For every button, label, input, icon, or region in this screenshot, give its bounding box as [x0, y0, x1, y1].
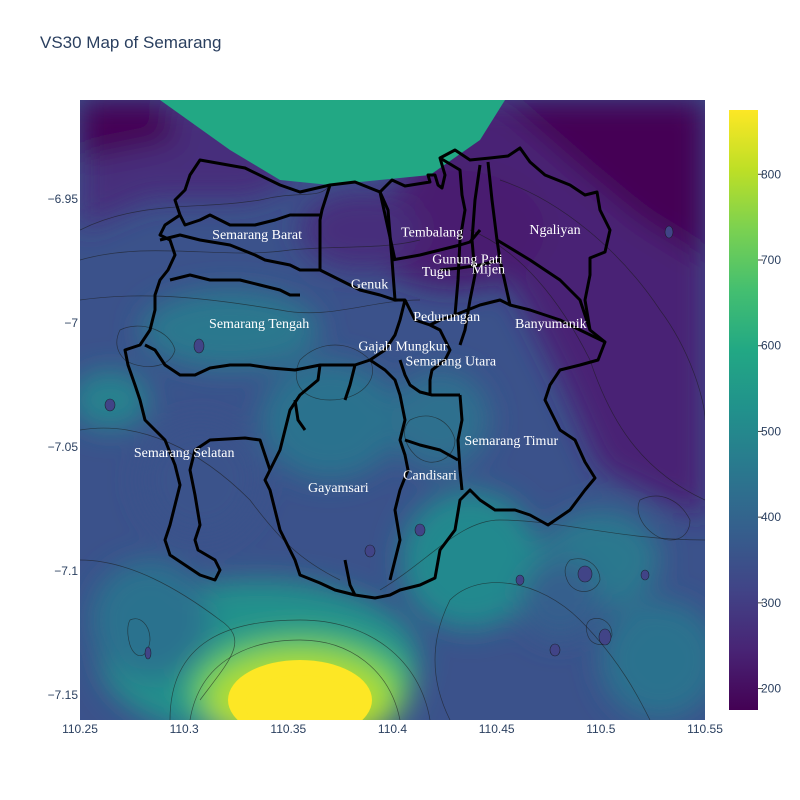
district-label: Semarang Selatan	[134, 446, 235, 461]
x-tick-label: 110.45	[479, 722, 515, 736]
district-label: Candisari	[403, 468, 457, 483]
chart-title: VS30 Map of Semarang	[40, 33, 222, 52]
x-axis: 110.25 110.3 110.35 110.4 110.45 110.5 110.55	[62, 722, 723, 736]
colorbar-tick-label: 700	[761, 253, 781, 267]
colorbar-tick-label: 300	[761, 596, 781, 610]
district-label: Genuk	[351, 278, 388, 293]
y-tick-label: −7.1	[54, 564, 78, 578]
colorbar: 200 300 400 500 600 700 800	[729, 110, 781, 710]
district-label: Pedurungan	[413, 310, 480, 325]
district-label: Semarang Tengah	[209, 317, 309, 332]
colorbar-tick-label: 500	[761, 424, 781, 438]
district-label: Tembalang	[401, 225, 463, 240]
y-axis: −6.95 −7 −7.05 −7.1 −7.15	[48, 192, 79, 702]
colorbar-tick-label: 200	[761, 682, 781, 696]
x-tick-label: 110.4	[378, 722, 407, 736]
colorbar-tick-label: 400	[761, 510, 781, 524]
y-tick-label: −7.15	[48, 688, 79, 702]
district-label: Mijen	[472, 263, 505, 278]
y-tick-label: −7	[64, 316, 78, 330]
contour-field	[80, 100, 705, 720]
district-label: Gayamsari	[308, 481, 369, 496]
district-label: Semarang Timur	[464, 434, 558, 449]
district-label: Tugu	[422, 265, 451, 280]
x-tick-label: 110.55	[687, 722, 723, 736]
district-label: Ngaliyan	[529, 223, 580, 238]
colorbar-tick-label: 800	[761, 167, 781, 181]
y-tick-label: −7.05	[48, 440, 79, 454]
district-boundaries	[123, 146, 612, 600]
district-labels: Semarang Barat Tembalang Ngaliyan Gunung Pa…	[134, 223, 587, 496]
x-tick-label: 110.25	[62, 722, 98, 736]
district-label: Semarang Barat	[212, 228, 302, 243]
colorbar-tick-label: 600	[761, 339, 781, 353]
colorbar-gradient	[729, 110, 758, 710]
district-label: Gunung Pati	[432, 253, 503, 268]
x-tick-label: 110.35	[270, 722, 306, 736]
district-label: Banyumanik	[515, 317, 587, 332]
district-label: Gajah Mungkur	[358, 340, 447, 355]
district-label: Semarang Utara	[406, 354, 497, 369]
y-tick-label: −6.95	[48, 192, 79, 206]
x-tick-label: 110.5	[586, 722, 615, 736]
x-tick-label: 110.3	[170, 722, 199, 736]
